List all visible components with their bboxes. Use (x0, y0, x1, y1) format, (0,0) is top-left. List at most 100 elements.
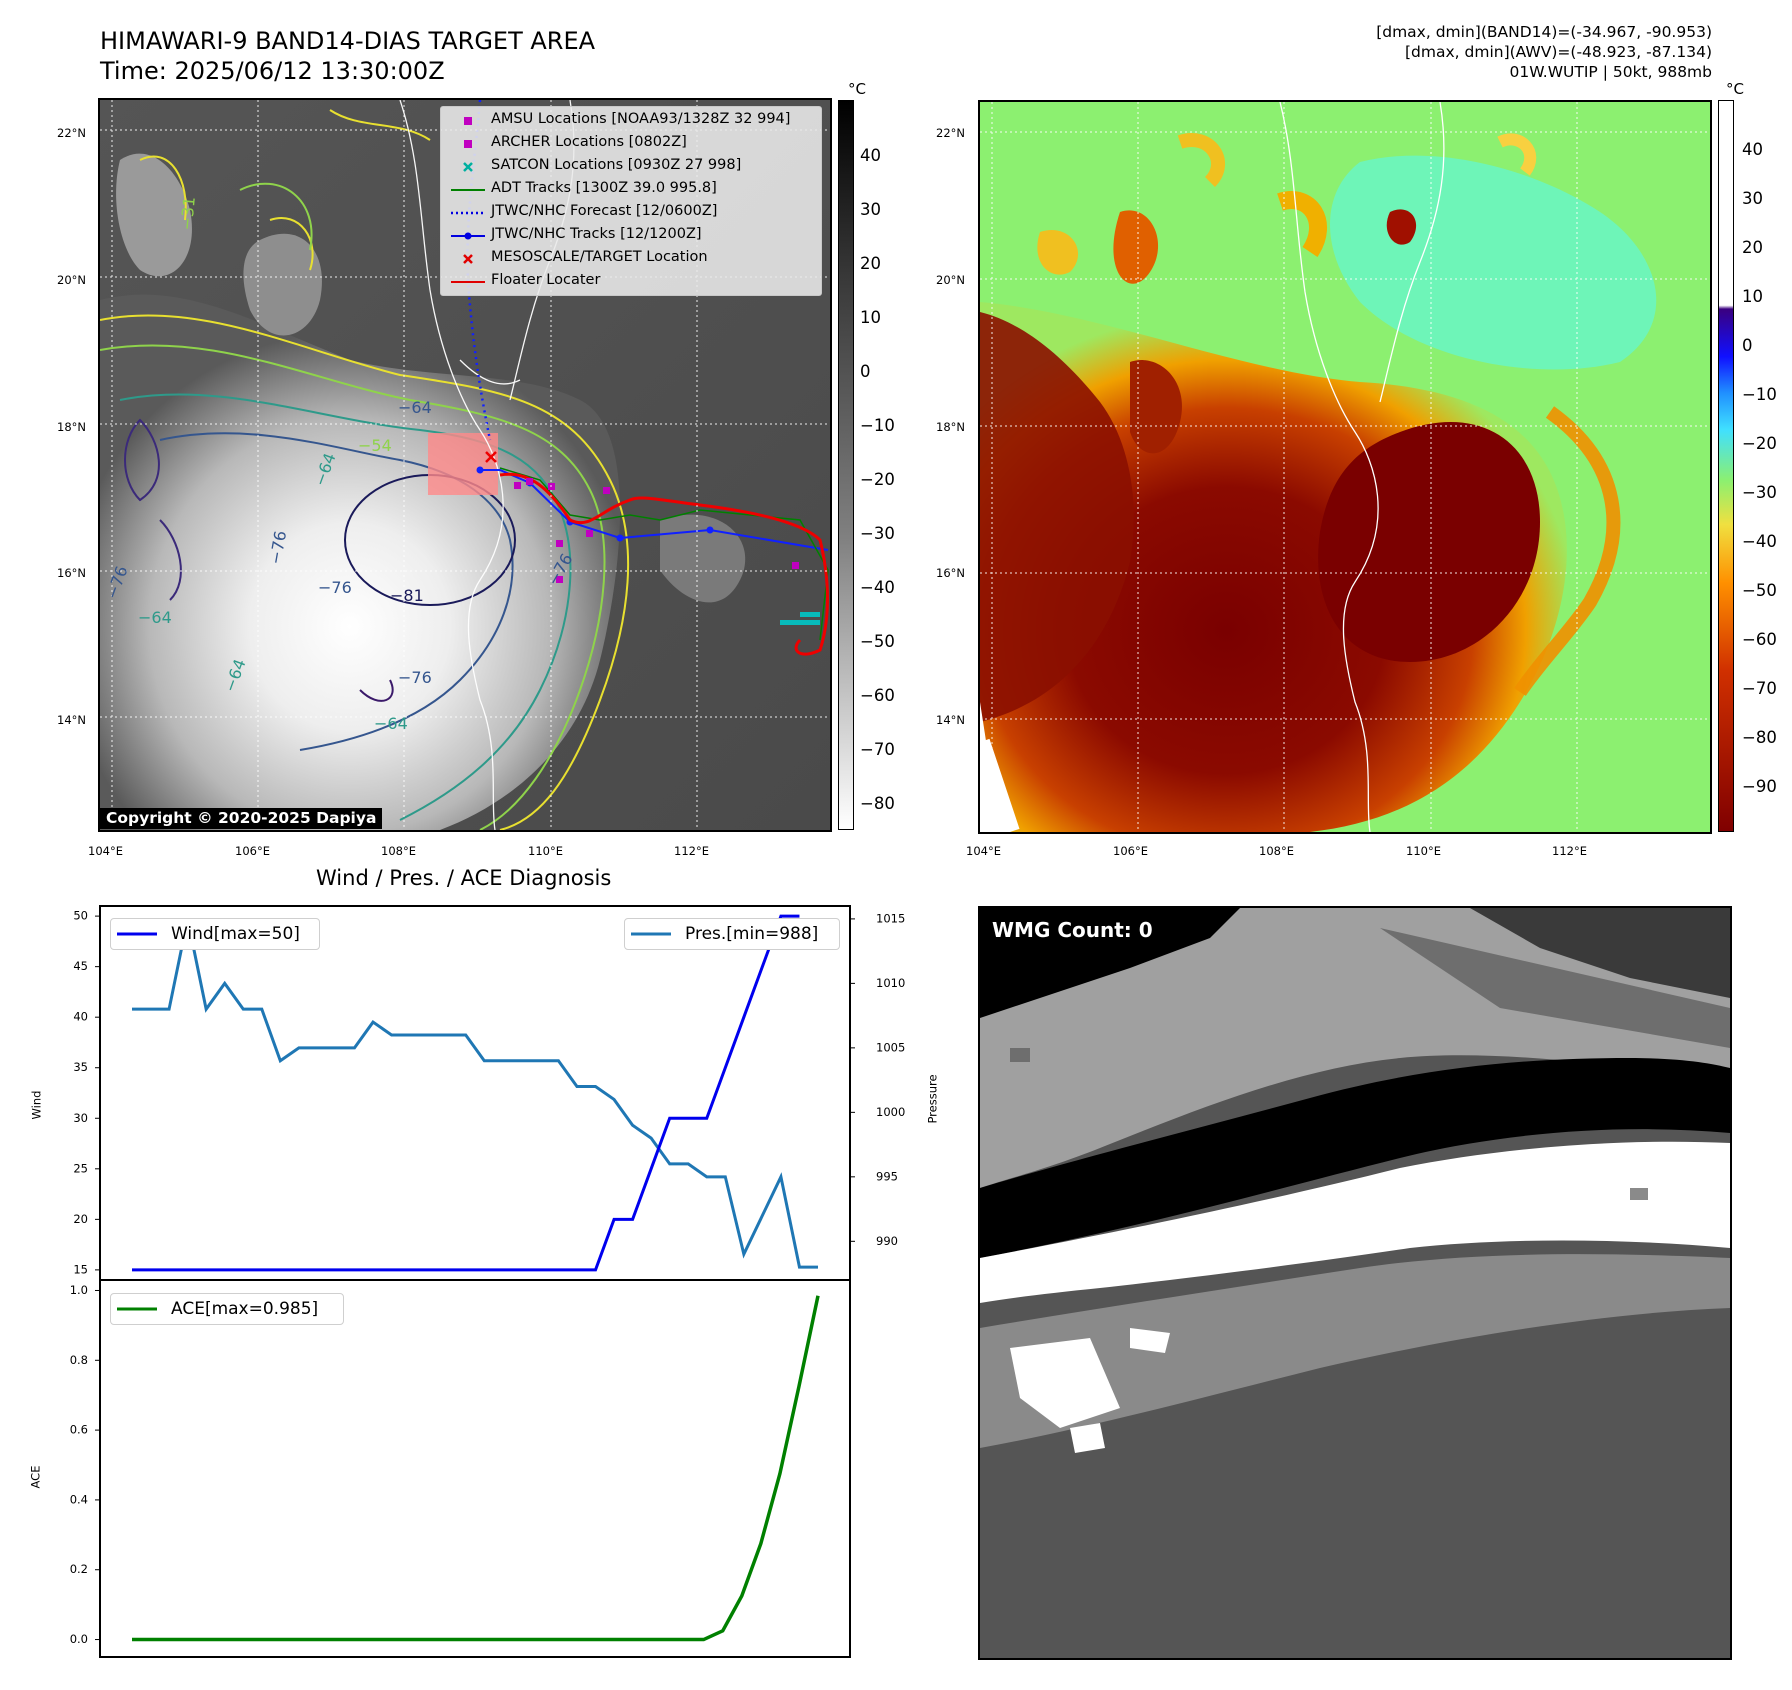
wind-tick-label: 30 (73, 1111, 88, 1125)
stats-line-1: [dmax, dmin](BAND14)=(-34.967, -90.953) (1376, 23, 1712, 41)
lat-label: 20°N (57, 273, 86, 287)
contour-label: −64 (374, 714, 408, 733)
contour-label: −31 (176, 195, 199, 232)
colorbar-tick: −80 (860, 794, 895, 813)
ace-plot-frame (99, 1280, 851, 1658)
wmg-count-label: WMG Count: 0 (992, 918, 1153, 942)
contour-label: −76 (543, 550, 577, 589)
lon-label: 108°E (1259, 844, 1294, 858)
wind-tick-label: 50 (73, 909, 88, 923)
colorbar-tick: −60 (860, 686, 895, 705)
figure-title: HIMAWARI-9 BAND14-DIAS TARGET AREA Time:… (100, 26, 595, 86)
lat-label: 14°N (936, 713, 965, 727)
line-marker-icon (451, 281, 485, 283)
legend-item-amsu: AMSU Locations [NOAA93/1328Z 32 994] (441, 110, 821, 132)
contour-labels: −64 −76 −81 −64 −76 −64 −76 −64 −76 −31 … (98, 98, 828, 828)
wind-tick-label: 45 (73, 959, 88, 973)
copyright-label: Copyright © 2020-2025 Dapiya (100, 808, 383, 829)
legend-item-satcon: SATCON Locations [0930Z 27 998] (441, 156, 821, 178)
awv-colorbar-ticks: 40 30 20 10 0 −10 −20 −30 −40 −50 −60 −7… (1742, 0, 1792, 830)
lon-label: 104°E (88, 844, 123, 858)
ir-colorbar (838, 100, 854, 830)
contour-label: −76 (265, 529, 291, 566)
ace-tick-label: 0.4 (70, 1492, 88, 1506)
stats-line-2: [dmax, dmin](AWV)=(-48.923, -87.134) (1405, 43, 1712, 61)
colorbar-tick: −30 (1742, 483, 1777, 502)
lon-label: 112°E (1552, 844, 1587, 858)
colorbar-tick: 40 (1742, 140, 1763, 159)
lon-label: 104°E (966, 844, 1001, 858)
lon-label: 108°E (381, 844, 416, 858)
contour-label: −76 (318, 578, 352, 597)
colorbar-tick: −70 (860, 740, 895, 759)
wind-legend: Wind[max=50] (110, 918, 320, 950)
colorbar-tick: −70 (1742, 679, 1777, 698)
stats-line-3: 01W.WUTIP | 50kt, 988mb (1509, 63, 1712, 81)
wind-tick-label: 40 (73, 1010, 88, 1024)
wind-pressure-chart: 15 20 25 30 35 40 45 50 990 995 1000 1005 1010 1015 (73, 905, 905, 1281)
colorbar-tick: 10 (860, 308, 881, 327)
contour-label: −64 (138, 608, 172, 627)
awv-colorbar-unit: °C (1726, 80, 1744, 98)
awv-map-image (980, 102, 1710, 832)
legend-item-forecast: JTWC/NHC Forecast [12/0600Z] (441, 202, 821, 224)
pressure-line (132, 918, 818, 1269)
pressure-tick-label: 995 (876, 1169, 898, 1183)
colorbar-tick: −30 (860, 524, 895, 543)
awv-colorbar (1718, 100, 1734, 832)
pressure-tick-label: 1000 (876, 1105, 905, 1119)
wind-line (132, 914, 800, 1272)
dotted-line-icon (451, 211, 485, 215)
wmg-image (980, 908, 1730, 1658)
lat-label: 22°N (936, 126, 965, 140)
stats-header: [dmax, dmin](BAND14)=(-34.967, -90.953) … (1376, 22, 1712, 82)
square-marker-icon (464, 117, 472, 125)
wind-tick-label: 35 (73, 1060, 88, 1074)
lat-label: 20°N (936, 273, 965, 287)
ace-legend: ACE[max=0.985] (110, 1293, 344, 1325)
lat-label: 18°N (936, 420, 965, 434)
colorbar-tick: 0 (860, 362, 871, 381)
wind-tick-label: 15 (73, 1262, 88, 1276)
colorbar-tick: 40 (860, 146, 881, 165)
lon-label: 110°E (528, 844, 563, 858)
legend-item-adt: ADT Tracks [1300Z 39.0 995.8] (441, 179, 821, 201)
colorbar-tick: −10 (1742, 385, 1777, 404)
legend-item-archer: ARCHER Locations [0802Z] (441, 133, 821, 155)
colorbar-tick: 30 (860, 200, 881, 219)
title-line-1: HIMAWARI-9 BAND14-DIAS TARGET AREA (100, 27, 596, 55)
legend-item-tracks: JTWC/NHC Tracks [12/1200Z] (441, 225, 821, 247)
legend-item-mesoscale: MESOSCALE/TARGET Location (441, 248, 821, 270)
ace-line-icon (117, 1307, 157, 1311)
ace-line (132, 1295, 820, 1642)
lon-label: 110°E (1406, 844, 1441, 858)
pressure-tick-label: 1015 (876, 911, 905, 925)
pressure-legend: Pres.[min=988] (624, 918, 840, 950)
lat-label: 16°N (936, 566, 965, 580)
ace-tick-label: 1.0 (70, 1283, 88, 1297)
colorbar-tick: 0 (1742, 336, 1753, 355)
ir-colorbar-unit: °C (848, 80, 866, 98)
wind-tick-label: 20 (73, 1212, 88, 1226)
contour-label: −54 (358, 436, 392, 455)
colorbar-tick: −40 (1742, 532, 1777, 551)
colorbar-tick: −10 (860, 416, 895, 435)
colorbar-tick: −20 (860, 470, 895, 489)
contour-label: −81 (390, 586, 424, 605)
wind-tick-label: 25 (73, 1161, 88, 1175)
colorbar-tick: 10 (1742, 287, 1763, 306)
lat-label: 18°N (57, 420, 86, 434)
contour-label: −64 (310, 450, 340, 489)
legend-item-floater: Floater Locater (441, 271, 821, 293)
ace-tick-label: 0.8 (70, 1353, 88, 1367)
title-line-2: Time: 2025/06/12 13:30:00Z (100, 57, 445, 85)
ir-map-panel: −64 −76 −81 −64 −76 −64 −76 −64 −76 −31 … (98, 98, 832, 832)
line-dot-icon (451, 232, 485, 240)
colorbar-tick: −50 (1742, 581, 1777, 600)
colorbar-tick: −80 (1742, 728, 1777, 747)
contour-label: −76 (102, 563, 132, 602)
wmg-panel (978, 906, 1732, 1660)
awv-map-frame (978, 100, 1712, 834)
ace-tick-label: 0.6 (70, 1423, 88, 1437)
x-marker-icon (463, 162, 473, 172)
